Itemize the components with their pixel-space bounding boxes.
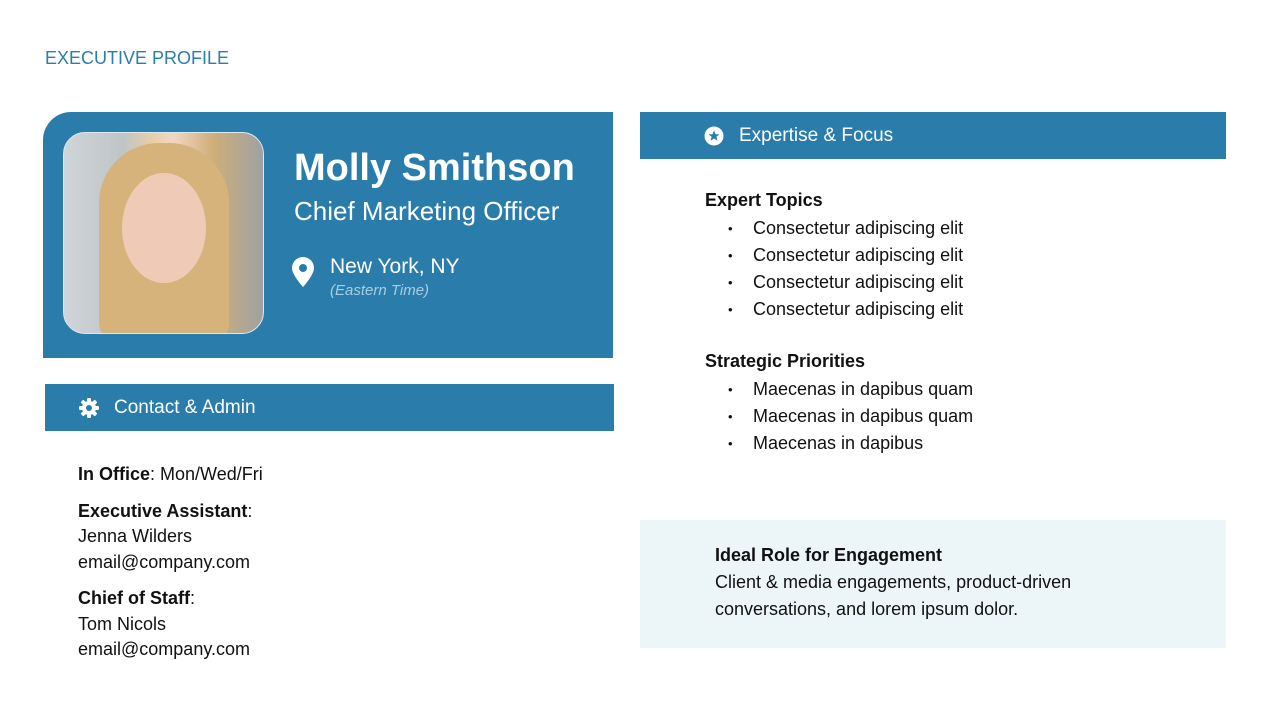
expert-topics: Expert Topics Consectetur adipiscing eli… xyxy=(705,190,963,323)
ea-label: Executive Assistant xyxy=(78,500,248,521)
profile-name: Molly Smithson xyxy=(294,147,575,189)
contact-details: In Office: Mon/Wed/Fri Executive Assista… xyxy=(78,464,263,659)
profile-location: New York, NY xyxy=(330,255,460,278)
in-office-label: In Office xyxy=(78,464,151,484)
ideal-role-title: Ideal Role for Engagement xyxy=(715,545,943,565)
page-kicker: EXECUTIVE PROFILE xyxy=(45,48,230,68)
contact-header: Contact & Admin xyxy=(45,384,614,431)
cos-name: Tom Nicols xyxy=(78,613,167,634)
cos-email[interactable]: email@company.com xyxy=(78,639,250,659)
cos-label: Chief of Staff xyxy=(78,588,190,608)
profile-card: Molly Smithson Chief Marketing Officer N… xyxy=(43,112,613,358)
contact-header-label: Contact & Admin xyxy=(114,396,256,418)
gear-icon xyxy=(79,397,99,418)
ideal-role-panel: Ideal Role for Engagement Client & media… xyxy=(640,520,1226,648)
profile-timezone: (Eastern Time) xyxy=(330,282,430,299)
profile-photo xyxy=(63,132,264,334)
priority-item: Maecenas in dapibus quam xyxy=(705,376,973,403)
star-circle-icon xyxy=(704,126,724,145)
ea-email[interactable]: email@company.com xyxy=(78,551,250,572)
priority-item: Maecenas in dapibus quam xyxy=(705,403,973,430)
in-office-value: : Mon/Wed/Fri xyxy=(150,464,263,484)
topic-item: Consectetur adipiscing elit xyxy=(705,215,963,242)
map-pin-icon xyxy=(292,257,314,287)
strategic-priorities-title: Strategic Priorities xyxy=(705,351,866,371)
expertise-header: Expertise & Focus xyxy=(640,112,1226,159)
ideal-role-text: Client & media engagements, product-driv… xyxy=(715,572,1072,619)
profile-title: Chief Marketing Officer xyxy=(294,196,560,226)
strategic-priorities: Strategic Priorities Maecenas in dapibus… xyxy=(705,351,973,457)
ea-name: Jenna Wilders xyxy=(78,526,193,546)
priority-item: Maecenas in dapibus xyxy=(705,430,973,457)
topic-item: Consectetur adipiscing elit xyxy=(705,242,963,269)
topic-item: Consectetur adipiscing elit xyxy=(705,296,963,323)
expert-topics-title: Expert Topics xyxy=(705,190,823,210)
expertise-header-label: Expertise & Focus xyxy=(739,124,894,146)
topic-item: Consectetur adipiscing elit xyxy=(705,269,963,296)
